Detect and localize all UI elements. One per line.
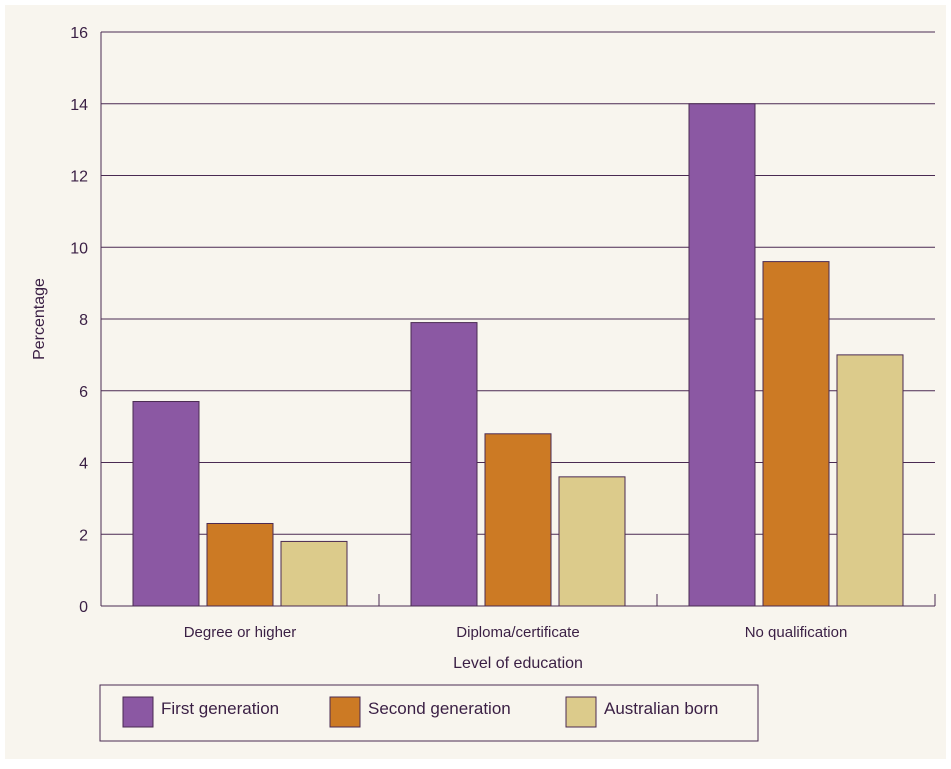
x-tick-label: Degree or higher (184, 624, 297, 641)
x-tick-label: Diploma/certificate (456, 624, 579, 641)
legend-swatch (565, 696, 597, 728)
bar-first-generation-0 (132, 401, 200, 607)
legend: First generation Second generation Austral… (99, 684, 759, 742)
y-tick-label: 4 (79, 456, 88, 473)
legend-swatch (329, 696, 361, 728)
bar-first-generation-2 (688, 103, 756, 607)
x-axis-ticks: Degree or higher Diploma/certificate No qu… (184, 624, 848, 641)
bar-australian-born-2 (836, 354, 904, 607)
legend-label: Australian born (604, 699, 718, 718)
bar-second-generation-2 (762, 261, 830, 607)
bar-australian-born-1 (558, 476, 626, 607)
bar-second-generation-1 (484, 433, 552, 607)
legend-swatch (122, 696, 154, 728)
bar-second-generation-0 (206, 522, 274, 607)
y-tick-label: 16 (70, 25, 88, 42)
bar-first-generation-1 (410, 322, 478, 607)
legend-box (99, 684, 759, 742)
y-tick-label: 6 (79, 384, 88, 401)
y-tick-label: 8 (79, 312, 88, 329)
y-tick-label: 2 (79, 527, 88, 544)
legend-label: First generation (161, 699, 279, 718)
y-tick-label: 14 (70, 97, 88, 114)
x-tick-label: No qualification (745, 624, 848, 641)
y-tick-label: 12 (70, 169, 88, 186)
y-tick-label: 0 (79, 599, 88, 616)
legend-label: Second generation (368, 699, 511, 718)
x-axis-label: Level of education (453, 655, 583, 672)
bar-australian-born-0 (280, 540, 348, 607)
y-axis-ticks: 0 2 4 6 8 10 12 14 16 (70, 25, 88, 616)
axes (100, 32, 936, 607)
bars (132, 103, 904, 607)
y-axis-label: Percentage (31, 278, 48, 360)
y-tick-label: 10 (70, 240, 88, 257)
